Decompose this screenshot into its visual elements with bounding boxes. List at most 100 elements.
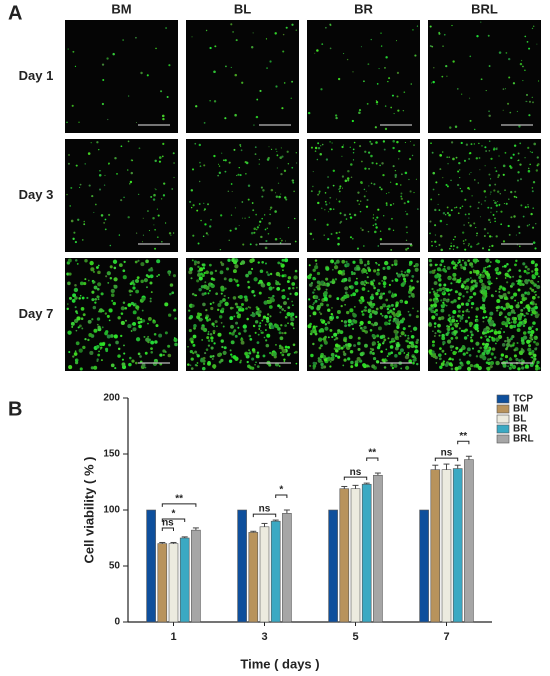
cell-dot: [329, 207, 332, 211]
cell-dot: [518, 281, 523, 286]
cell-dot: [451, 318, 456, 323]
cell-dot: [316, 284, 321, 288]
cell-dot: [527, 330, 531, 334]
micrograph: [428, 139, 541, 252]
cell-dot: [337, 237, 340, 240]
cell-dot: [489, 221, 492, 223]
cell-dot: [337, 242, 340, 246]
cell-dot: [513, 292, 518, 297]
cell-dot: [310, 329, 315, 334]
cell-dot: [503, 264, 507, 268]
cell-dot: [110, 293, 115, 298]
cell-dot: [532, 310, 537, 315]
cell-dot: [464, 239, 467, 241]
cell-dot: [431, 244, 433, 247]
cell-dot: [313, 288, 316, 291]
cell-dot: [468, 310, 470, 313]
cell-dot: [245, 273, 249, 278]
cell-dot: [269, 206, 273, 209]
cell-dot: [343, 213, 347, 217]
cell-dot: [282, 33, 285, 36]
cell-dot: [198, 276, 203, 281]
cell-dot: [530, 329, 535, 334]
cell-dot: [359, 210, 362, 213]
cell-dot: [190, 189, 194, 192]
cell-dot: [98, 350, 100, 353]
cell-dot: [399, 313, 402, 316]
cell-dot: [66, 307, 69, 311]
cell-dot: [87, 338, 90, 342]
cell-dot: [75, 341, 80, 346]
cell-dot: [528, 47, 531, 50]
cell-dot: [456, 264, 458, 266]
cell-dot: [148, 317, 152, 321]
cell-dot: [376, 103, 378, 105]
cell-dot: [490, 211, 492, 213]
cell-dot: [130, 330, 133, 332]
cell-dot: [394, 169, 397, 172]
cell-dot: [197, 242, 200, 245]
cell-dot: [362, 245, 365, 247]
cell-dot: [497, 334, 503, 340]
cell-dot: [314, 259, 318, 262]
cell-dot: [376, 216, 379, 219]
cell-dot: [146, 286, 148, 289]
cell-dot: [404, 300, 409, 305]
cell-dot: [290, 97, 292, 99]
cell-dot: [293, 351, 296, 354]
cell-dot: [386, 307, 390, 311]
cell-dot: [412, 361, 415, 365]
cell-dot: [409, 190, 412, 193]
cell-dot: [438, 244, 441, 246]
cell-dot: [70, 186, 73, 189]
cell-dot: [444, 363, 449, 367]
cell-dot: [281, 348, 286, 354]
bar: [373, 474, 383, 623]
cell-dot: [320, 318, 323, 322]
cell-dot: [366, 301, 369, 304]
cell-dot: [128, 289, 132, 293]
cell-dot: [527, 347, 532, 352]
cell-dot: [336, 331, 340, 335]
cell-dot: [503, 331, 506, 333]
cell-dot: [89, 260, 94, 266]
cell-dot: [375, 226, 378, 229]
cell-dot: [251, 366, 255, 370]
cell-dot: [124, 306, 128, 310]
cell-dot: [166, 96, 169, 99]
cell-dot: [268, 286, 273, 291]
cell-dot: [331, 335, 334, 339]
cell-dot: [514, 299, 517, 302]
cell-dot: [363, 329, 366, 333]
cell-dot: [362, 268, 367, 274]
micrograph-background: [307, 20, 420, 133]
cell-dot: [502, 287, 506, 291]
cell-dot: [254, 320, 259, 324]
cell-dot: [314, 146, 318, 150]
cell-dot: [391, 292, 394, 295]
cell-dot: [369, 295, 375, 301]
cell-dot: [375, 291, 379, 296]
cell-dot: [222, 325, 225, 328]
cell-dot: [459, 207, 462, 209]
cell-dot: [161, 155, 164, 158]
cell-dot: [451, 327, 455, 331]
cell-dot: [325, 277, 329, 281]
cell-dot: [193, 260, 198, 264]
cell-dot: [342, 364, 345, 367]
legend-label: BRL: [513, 434, 534, 445]
micrograph: [186, 20, 299, 133]
cell-dot: [464, 198, 467, 201]
cell-dot: [84, 338, 87, 341]
cell-dot: [396, 337, 399, 341]
cell-dot: [274, 238, 278, 241]
cell-dot: [98, 310, 101, 313]
cell-dot: [487, 343, 490, 346]
cell-dot: [534, 347, 538, 351]
cell-dot: [486, 351, 490, 355]
cell-dot: [260, 329, 262, 332]
cell-dot: [375, 100, 378, 102]
cell-dot: [220, 261, 223, 264]
cell-dot: [352, 152, 355, 154]
cell-dot: [376, 268, 380, 272]
